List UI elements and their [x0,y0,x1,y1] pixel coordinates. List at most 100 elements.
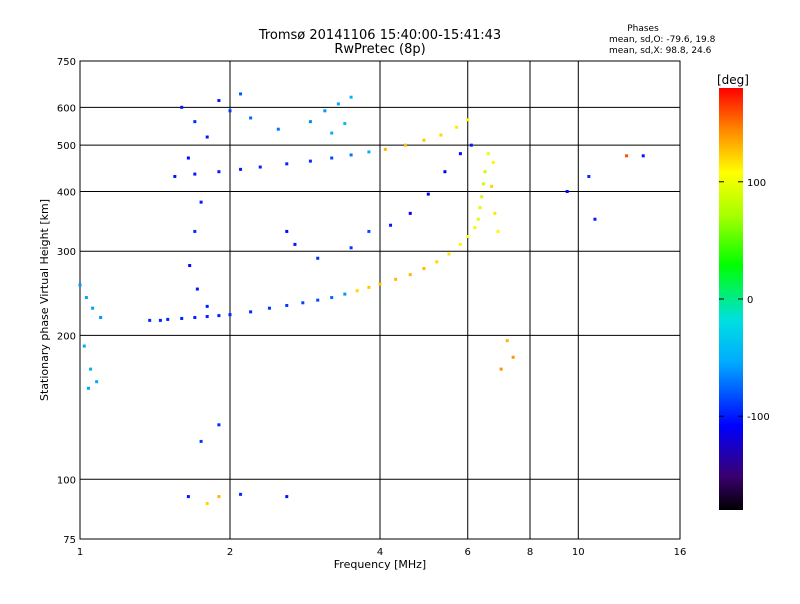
x-tick-label: 6 [465,547,471,558]
data-point [565,189,569,193]
data-point [308,120,312,124]
data-point [349,95,353,99]
data-point [473,226,477,230]
data-point [343,292,347,296]
x-axis-label: Frequency [MHz] [334,558,426,571]
data-point [285,303,289,307]
data-point [641,154,645,158]
data-point [389,223,393,227]
data-point [422,267,426,271]
data-point [193,172,197,176]
data-point [466,235,470,239]
data-point [217,99,221,103]
data-point [285,495,289,499]
data-point [422,138,426,142]
data-point [148,318,152,322]
y-tick-label: 100 [57,475,76,486]
colorbar-label: [deg] [717,73,749,87]
data-point [378,282,382,286]
data-point [217,170,221,174]
data-point [511,355,515,359]
data-point [188,264,192,268]
data-point [469,143,473,147]
y-tick-label: 200 [57,331,76,342]
data-point [173,174,177,178]
data-point [447,252,451,256]
data-point [458,242,462,246]
data-point [217,423,221,427]
data-point [491,160,495,164]
data-point [505,339,509,343]
data-point [217,314,221,318]
data-point [95,380,99,384]
data-point [186,495,190,499]
x-tick-label: 10 [572,547,585,558]
data-point [301,301,305,305]
data-point [625,154,629,158]
colorbar-tick-label: -100 [747,412,770,423]
data-point [367,229,371,233]
data-point [408,211,412,215]
x-tick-label: 16 [674,547,687,558]
y-tick-label: 300 [57,247,76,258]
data-point [336,102,340,106]
chart-title: Tromsø 20141106 15:40:00-15:41:43 [258,28,501,43]
y-tick-label: 500 [57,141,76,152]
data-point [478,206,482,210]
data-point [249,310,253,314]
y-tick-labels: 75 100 200 300 400 500 600 750 [57,57,76,546]
x-tick-label: 1 [77,547,83,558]
y-tick-label: 750 [57,57,76,68]
data-point [466,118,470,122]
data-point [84,296,88,300]
data-point [199,439,203,443]
plot-area: 1 2 4 6 8 10 16 75 100 200 300 400 500 600 750 [57,57,686,558]
data-point [435,260,439,264]
data-point [439,133,443,137]
data-point [408,273,412,277]
data-point [217,495,221,499]
x-tick-labels: 1 2 4 6 8 10 16 [77,547,687,558]
data-point [199,200,203,204]
data-point [426,192,430,196]
data-point [330,296,334,300]
data-point [383,147,387,151]
data-point [239,492,243,496]
data-point [205,135,209,139]
data-point [228,313,232,317]
data-point [166,317,170,321]
data-point [267,306,271,310]
data-point [480,195,484,199]
data-point [587,174,591,178]
data-point [316,298,320,302]
data-point [394,277,398,281]
data-point [258,165,262,169]
data-point [239,92,243,96]
data-point [486,152,490,156]
data-point [186,156,190,160]
y-tick-label: 400 [57,187,76,198]
colorbar-tick-label: 100 [747,178,766,189]
data-point [349,246,353,250]
colorbar-tick-label: 0 [747,295,753,306]
x-tick-label: 2 [227,547,233,558]
data-point [249,116,253,120]
data-point [99,315,103,319]
data-point [91,306,95,310]
data-point [593,217,597,221]
y-axis-label: Stationary phase Virtual Height [km] [38,199,51,401]
chart-subtitle: RwPretec (8p) [334,42,425,57]
data-point [228,109,232,113]
data-point [193,315,197,319]
data-point [276,127,280,131]
data-point [455,125,459,129]
data-point [308,159,312,163]
data-point [496,229,500,233]
data-point [367,285,371,289]
data-point [499,367,503,371]
data-point [443,170,447,174]
data-point [493,211,497,215]
data-point [330,156,334,160]
colorbar: [deg] -100 0 100 [717,73,770,510]
data-point [476,217,480,221]
